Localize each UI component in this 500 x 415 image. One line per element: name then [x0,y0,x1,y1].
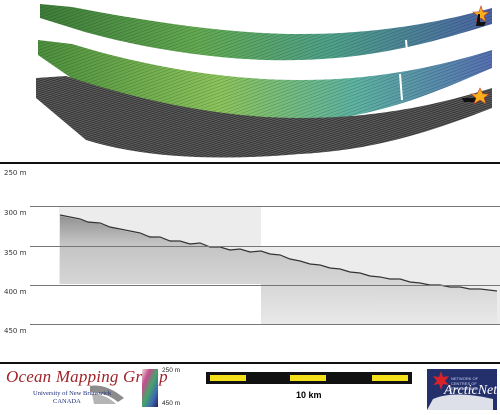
profile-panel: 250 m 300 m 350 m 400 m 450 m [0,164,500,362]
arcticnet-name: ArcticNet [444,383,498,398]
maple-leaf-icon [462,87,490,105]
omg-title: Ocean Mapping Group [6,367,168,386]
footer: Ocean Mapping Group University of New Br… [0,364,500,415]
scale-bar [206,372,412,384]
omg-swath-logo [90,385,124,404]
footer-divider [0,362,500,364]
depth-label-250: 250 m [4,169,27,177]
omg-university: University of New Brunswick [33,390,112,397]
depth-color-legend [142,369,158,407]
arcticnet-leaf-icon [427,371,493,410]
star-marker-icon [472,5,490,23]
panel-divider [0,162,500,164]
seafloor-line [59,214,498,292]
gridline-400 [30,285,500,286]
depth-label-450: 450 m [4,327,27,335]
omg-country: CANADA [53,398,81,405]
depth-label-400: 400 m [4,288,27,296]
depth-label-300: 300 m [4,209,27,217]
legend-max-label: 250 m [162,367,181,374]
scale-label: 10 km [296,390,322,400]
swath-1 [40,4,492,61]
swath-map-panel [0,0,500,162]
legend-min-label: 450 m [162,400,181,407]
seismic-profile [30,164,500,362]
swath-map [36,4,492,158]
arcticnet-tagline: NETWORK OF CENTRES OF EXCELLENCE [451,376,479,391]
gridline-350 [30,246,500,247]
arcticnet-logo: NETWORK OF CENTRES OF EXCELLENCE ArcticN… [427,369,497,410]
swath-3 [36,76,492,158]
gridline-450 [30,324,500,325]
depth-label-350: 350 m [4,249,27,257]
gridline-300 [30,206,500,207]
survey-vessel-icon [476,14,486,26]
